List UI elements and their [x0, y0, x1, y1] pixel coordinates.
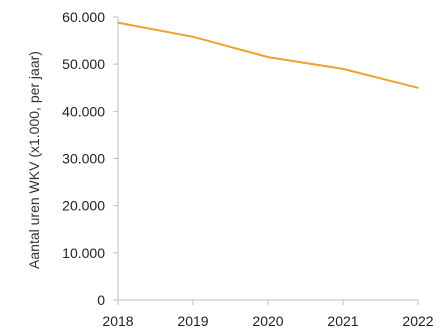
y-tick-label: 40.000	[62, 103, 105, 119]
data-point	[342, 68, 344, 70]
series-group	[117, 21, 419, 89]
y-axis: 0 10.000 20.000 30.000 40.000 50.000 60.000	[62, 9, 119, 308]
data-point	[192, 36, 194, 38]
x-tick-label: 2020	[252, 313, 283, 329]
data-point	[267, 56, 269, 58]
y-tick-label: 10.000	[62, 245, 105, 261]
x-tick-label: 2021	[327, 313, 358, 329]
x-axis: 2018 2019 2020 2021 2022	[102, 299, 434, 329]
data-point	[417, 86, 419, 89]
y-tick-label: 50.000	[62, 56, 105, 72]
series-line	[117, 21, 419, 89]
x-tick-label: 2018	[102, 313, 133, 329]
y-tick-label: 20.000	[62, 198, 105, 214]
x-tick-label: 2019	[177, 313, 208, 329]
y-axis-title: Aantal uren WKV (x1.000, per jaar)	[26, 51, 42, 269]
data-point	[117, 21, 119, 24]
x-tick-label: 2022	[402, 313, 433, 329]
y-tick-label: 0	[97, 292, 105, 308]
y-tick-label: 30.000	[62, 151, 105, 167]
y-tick-label: 60.000	[62, 9, 105, 25]
